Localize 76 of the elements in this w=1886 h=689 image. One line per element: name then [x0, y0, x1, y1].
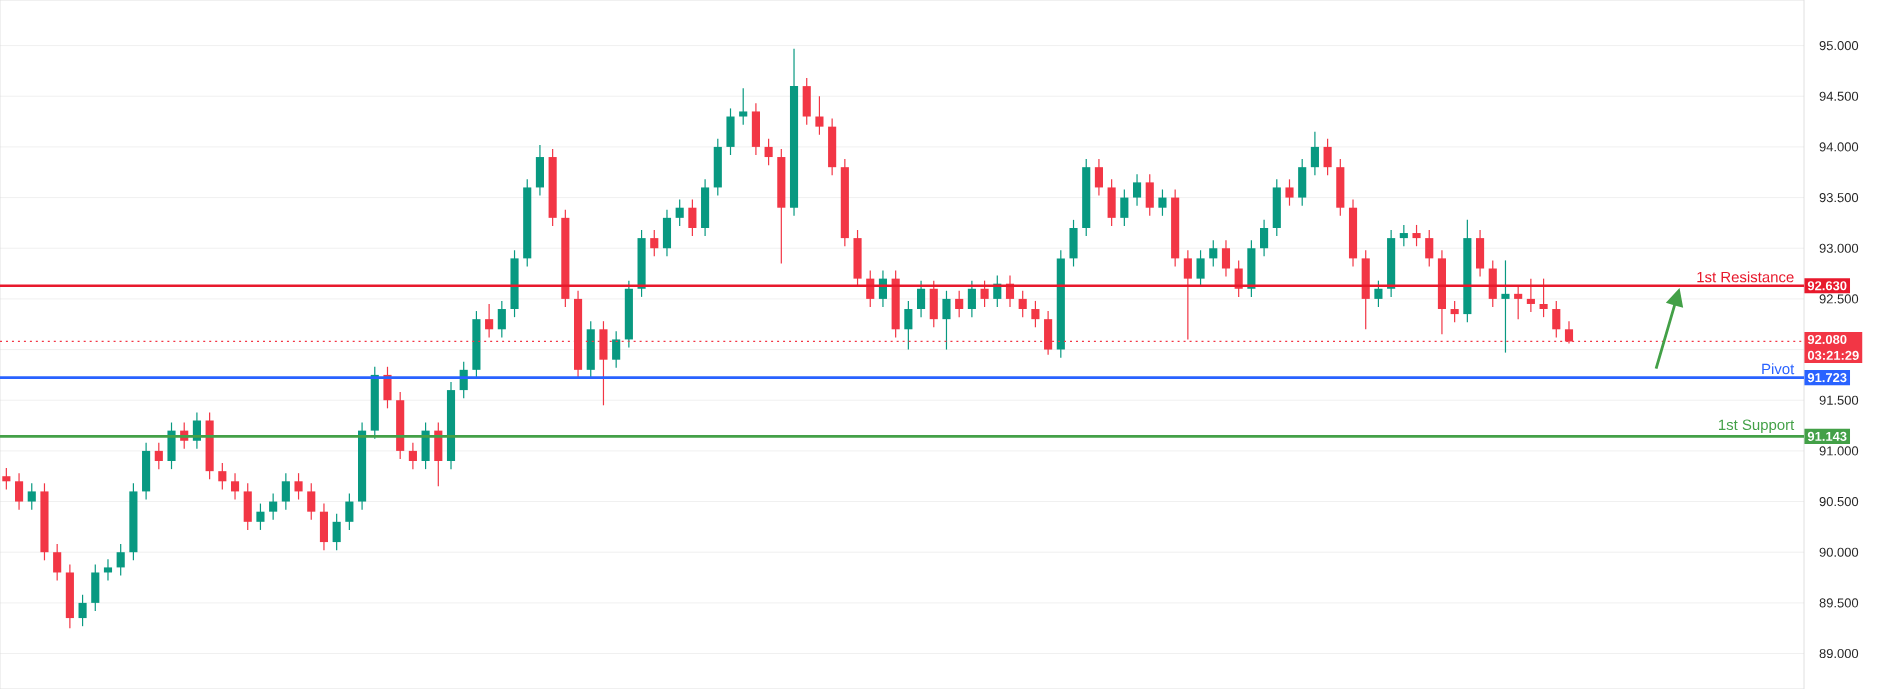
y-tick-label: 91.500	[1819, 395, 1859, 405]
ref-line-label: Pivot	[1762, 363, 1795, 375]
candlestick	[942, 290, 951, 351]
candlestick	[1412, 224, 1421, 247]
candlestick	[2, 467, 11, 490]
candlestick	[230, 472, 240, 501]
y-tick-label: 90.000	[1819, 547, 1859, 557]
candlestick	[1514, 285, 1523, 320]
candlestick	[1120, 188, 1129, 227]
candlestick	[281, 472, 290, 511]
candlestick	[218, 462, 227, 490]
candlestick	[1260, 219, 1269, 257]
candlestick	[815, 95, 824, 136]
text: 91.143	[1807, 431, 1847, 441]
candlestick	[332, 513, 341, 551]
candlestick	[955, 290, 964, 318]
candlestick	[688, 199, 697, 237]
candlestick	[739, 87, 748, 126]
candlestick	[256, 502, 265, 531]
candlestick	[1285, 178, 1294, 207]
candlestick	[1399, 224, 1408, 247]
candlestick	[1094, 158, 1103, 197]
candlestick	[103, 558, 113, 582]
candlestick	[967, 280, 976, 318]
candlestick	[27, 482, 36, 511]
candlestick	[1526, 278, 1535, 313]
candlestick	[612, 330, 621, 369]
text: 92.630	[1807, 281, 1847, 291]
candlestick	[116, 543, 125, 577]
candlestick	[1425, 229, 1434, 268]
candlestick	[1310, 131, 1319, 176]
candlestick	[53, 543, 62, 582]
candlestick	[14, 472, 24, 511]
ref-line-label: 1st Support	[1718, 419, 1795, 433]
candlestick	[408, 442, 417, 470]
y-tick-label: 93.000	[1819, 243, 1859, 253]
y-tick-label: 92.500	[1819, 294, 1859, 304]
candlestick	[1374, 280, 1383, 308]
candlestick	[904, 300, 913, 351]
candlestick	[78, 594, 87, 627]
candlestick	[917, 280, 926, 318]
candlestick	[1031, 300, 1040, 328]
candlestick	[1209, 239, 1218, 268]
candlestick	[345, 492, 354, 531]
candlestick	[1323, 138, 1332, 176]
candlestick	[497, 300, 506, 339]
y-tick-label: 90.500	[1819, 496, 1859, 507]
candlestick	[485, 303, 494, 339]
y-tick-label: 94.500	[1819, 91, 1859, 101]
y-tick-label: 89.500	[1819, 598, 1859, 608]
candlestick	[764, 138, 773, 166]
text: 92.080	[1807, 334, 1847, 345]
candlestick	[1539, 278, 1548, 318]
candlestick	[154, 442, 163, 470]
y-tick-label: 95.000	[1819, 41, 1859, 51]
candlestick	[294, 472, 303, 501]
y-tick-label: 91.000	[1819, 446, 1859, 456]
candlestick	[1552, 300, 1561, 339]
candlestick	[1183, 249, 1192, 341]
candlestick	[1221, 239, 1231, 278]
candlestick	[307, 482, 316, 521]
candlestick	[980, 280, 989, 308]
candlestick	[650, 229, 659, 257]
y-tick-label: 89.000	[1819, 648, 1859, 659]
candlestick	[1450, 300, 1459, 323]
candlestick	[1132, 173, 1142, 207]
text: 03:21:29	[1807, 350, 1859, 361]
y-tick-label: 93.500	[1819, 193, 1859, 203]
candlestick	[675, 199, 684, 227]
candlestick	[1158, 188, 1167, 217]
candlestick	[269, 492, 278, 521]
candlestick	[1501, 259, 1510, 354]
ref-line-label: 1st Resistance	[1697, 271, 1794, 283]
candlestick	[1018, 290, 1027, 318]
text: 91.723	[1807, 373, 1847, 383]
y-tick-label: 94.000	[1819, 142, 1859, 152]
